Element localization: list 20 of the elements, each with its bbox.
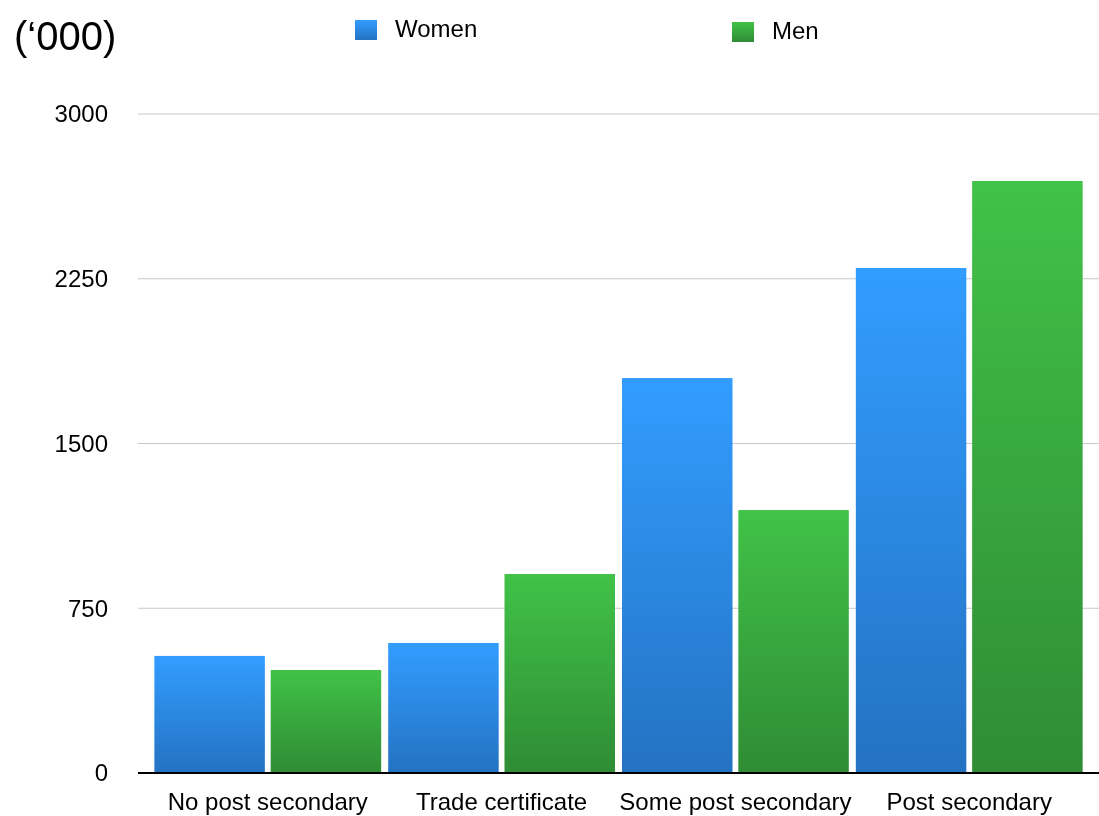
x-tick-label: Some post secondary [619, 788, 852, 815]
bar [270, 669, 382, 773]
legend-label: Men [772, 17, 819, 44]
y-tick-label: 750 [67, 594, 108, 622]
y-tick-label: 1500 [54, 429, 108, 457]
y-tick-label: 2250 [54, 265, 108, 293]
bar [154, 655, 265, 773]
bar [972, 181, 1083, 773]
bar [388, 642, 499, 773]
bar [738, 510, 849, 773]
x-tick-label: Post secondary [886, 788, 1052, 815]
x-tick-label: No post secondary [167, 788, 368, 815]
y-axis-title: (‘000) [14, 14, 117, 58]
bar [622, 378, 733, 773]
bar [855, 267, 967, 773]
x-tick-label: Trade certificate [416, 788, 588, 815]
y-tick-label: 0 [94, 759, 108, 787]
y-tick-label: 3000 [54, 100, 108, 128]
legend-label: Women [395, 15, 478, 42]
bar [504, 573, 615, 773]
